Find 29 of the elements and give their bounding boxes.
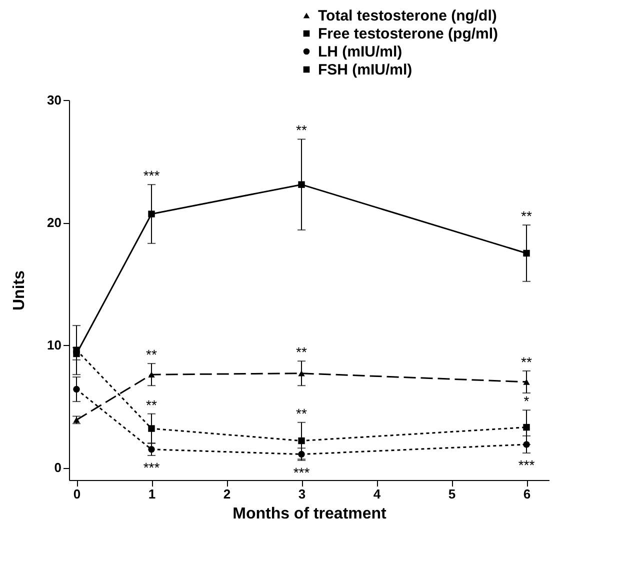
annotation: ** <box>146 396 158 413</box>
annotation: ** <box>521 208 532 224</box>
legend-label: Free testosterone (pg/ml) <box>318 26 498 42</box>
x-tick-label: 4 <box>373 486 382 502</box>
legend-label: Total testosterone (ng/dl) <box>318 8 497 24</box>
annotation: ** <box>521 354 532 370</box>
legend-label: FSH (mIU/ml) <box>318 62 412 78</box>
annotation: *** <box>143 459 160 476</box>
y-tick-label: 30 <box>47 92 62 108</box>
x-tick-label: 5 <box>448 486 456 502</box>
annotation: ** <box>296 405 308 422</box>
x-tick-label: 1 <box>148 486 156 502</box>
legend-label: LH (mIU/ml) <box>318 44 402 60</box>
annotation: ** <box>296 122 308 138</box>
x-tick-label: 2 <box>223 486 231 502</box>
y-tick-label: 10 <box>47 338 62 353</box>
annotation: *** <box>293 464 310 480</box>
y-axis-title: Units <box>11 270 28 310</box>
y-tick-label: 20 <box>47 215 62 230</box>
y-tick-label: 0 <box>54 460 62 476</box>
annotation: *** <box>143 168 160 184</box>
x-tick-label: 0 <box>73 486 81 502</box>
x-axis-title: Months of treatment <box>232 506 388 522</box>
annotation: * <box>524 393 530 410</box>
annotation: ** <box>296 344 308 360</box>
annotation: ** <box>146 346 158 363</box>
annotation: *** <box>518 457 536 474</box>
x-tick-label: 3 <box>298 486 306 502</box>
x-tick-label: 6 <box>523 486 531 502</box>
